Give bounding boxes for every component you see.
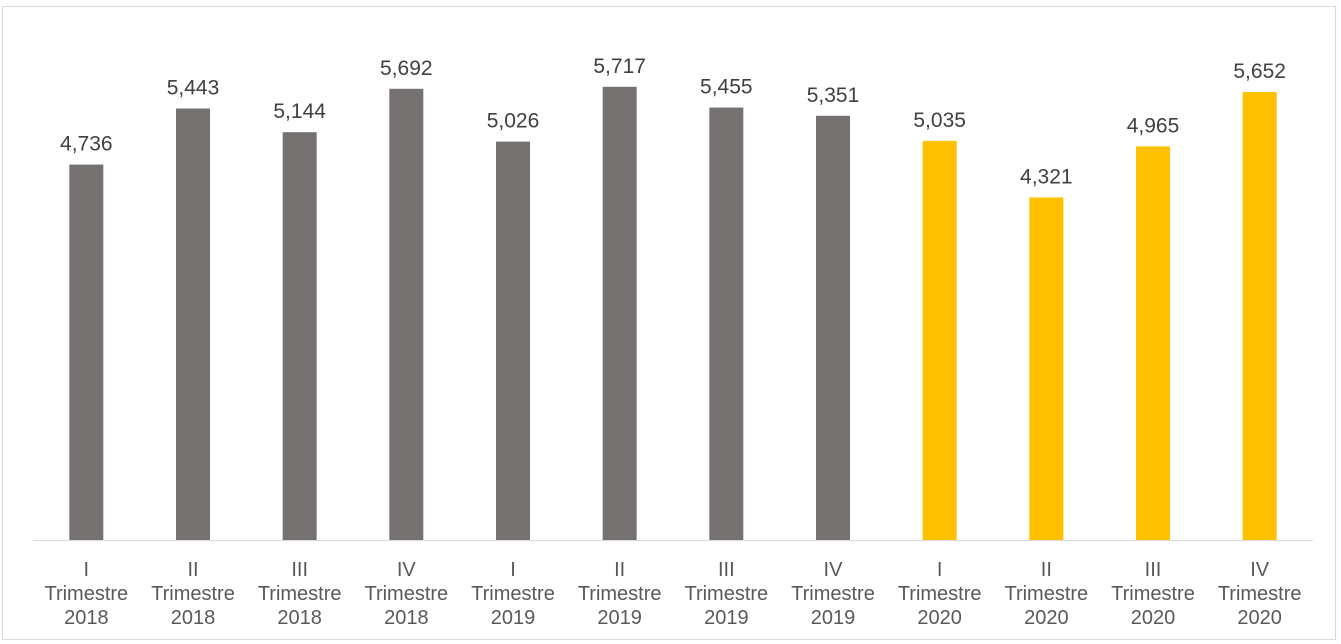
bar-3 [282, 132, 317, 540]
x-tick-label-8: IV Trimestre 2019 [791, 559, 875, 629]
data-label-6: 5,717 [593, 55, 646, 78]
x-tick-label-7: III Trimestre 2019 [684, 559, 768, 629]
data-label-10: 4,321 [1020, 165, 1073, 188]
chart-frame [2, 6, 1336, 640]
x-tick-label-5: I Trimestre 2019 [471, 559, 555, 629]
data-label-3: 5,144 [273, 100, 326, 123]
data-label-7: 5,455 [700, 76, 753, 99]
data-label-5: 5,026 [487, 110, 540, 133]
x-tick-label-10: II Trimestre 2020 [1004, 559, 1088, 629]
bar-1 [69, 164, 104, 540]
data-label-4: 5,692 [380, 57, 433, 80]
bar-2 [176, 108, 210, 541]
bar-6 [602, 86, 637, 541]
bar-11 [1136, 146, 1170, 540]
bar-9 [922, 140, 957, 541]
bar-7 [709, 107, 744, 540]
bar-4 [389, 88, 424, 540]
data-label-12: 5,652 [1233, 60, 1286, 83]
bar-10 [1029, 197, 1064, 540]
data-label-9: 5,035 [913, 109, 966, 132]
bar-5 [496, 141, 530, 540]
data-label-2: 5,443 [167, 77, 220, 100]
x-tick-label-12: IV Trimestre 2020 [1218, 559, 1302, 629]
data-label-8: 5,351 [807, 84, 860, 107]
x-tick-label-2: II Trimestre 2018 [151, 559, 235, 629]
data-label-1: 4,736 [60, 133, 113, 156]
x-tick-label-11: III Trimestre 2020 [1111, 559, 1195, 629]
x-tick-label-1: I Trimestre 2018 [44, 559, 128, 629]
x-tick-label-4: IV Trimestre 2018 [364, 559, 448, 629]
data-label-11: 4,965 [1127, 114, 1180, 137]
bar-12 [1242, 91, 1277, 540]
x-tick-label-3: III Trimestre 2018 [258, 559, 342, 629]
bar-8 [816, 115, 850, 540]
x-tick-label-6: II Trimestre 2019 [578, 559, 662, 629]
x-tick-label-9: I Trimestre 2020 [898, 559, 982, 629]
